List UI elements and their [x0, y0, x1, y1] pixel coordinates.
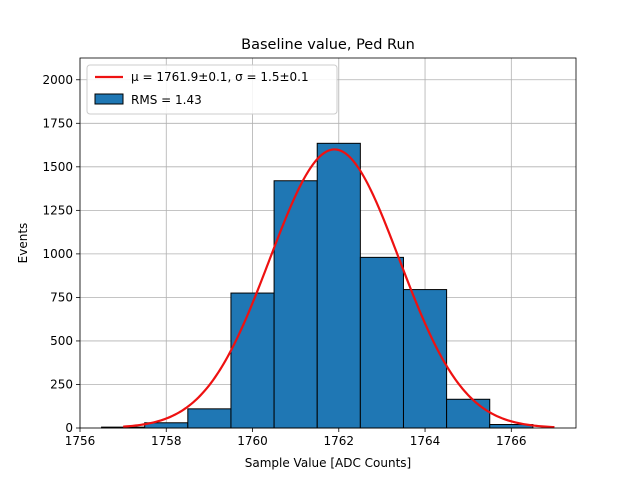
gaussian-fit-curve — [123, 148, 555, 429]
x-tick-label: 1764 — [410, 434, 441, 448]
legend-histogram-swatch — [94, 93, 124, 105]
y-tick-label: 500 — [50, 334, 73, 348]
y-tick-label: 1250 — [42, 203, 73, 217]
x-tick-label: 1756 — [65, 434, 96, 448]
x-tick-label: 1758 — [151, 434, 182, 448]
legend-fit-label: μ = 1761.9±0.1, σ = 1.5±0.1 — [131, 70, 309, 84]
legend: μ = 1761.9±0.1, σ = 1.5±0.1 RMS = 1.43 — [86, 64, 338, 115]
y-tick-label: 750 — [50, 290, 73, 304]
legend-histogram-label: RMS = 1.43 — [131, 93, 202, 107]
plot-frame — [79, 57, 577, 429]
x-tick-label: 1766 — [496, 434, 527, 448]
histogram-bar — [402, 289, 448, 429]
histogram-bar — [187, 408, 232, 429]
histogram-bars — [101, 142, 534, 429]
y-tick-label: 250 — [50, 377, 73, 391]
y-tick-label: 1750 — [42, 116, 73, 130]
y-axis-label: Events — [16, 223, 30, 264]
x-axis-ticks: 1756 1758 1760 1762 1764 1766 — [65, 428, 527, 448]
legend-box — [86, 64, 338, 115]
fit-curve-layer — [123, 148, 555, 429]
chart-title: Baseline value, Ped Run — [241, 37, 415, 53]
x-tick-label: 1760 — [237, 434, 268, 448]
histogram-bar — [359, 256, 404, 429]
histogram-bar — [316, 142, 361, 429]
y-tick-label: 1000 — [42, 247, 73, 261]
y-tick-label: 0 — [65, 421, 73, 435]
x-tick-label: 1762 — [324, 434, 355, 448]
histogram-bar — [230, 292, 275, 429]
y-axis-ticks: 0 250 500 750 1000 1250 1500 1750 2000 — [42, 73, 80, 435]
x-axis-label: Sample Value [ADC Counts] — [245, 456, 411, 470]
y-tick-label: 2000 — [42, 73, 73, 87]
histogram-bar — [273, 180, 318, 429]
histogram-bar — [446, 398, 491, 429]
y-tick-label: 1500 — [42, 160, 73, 174]
